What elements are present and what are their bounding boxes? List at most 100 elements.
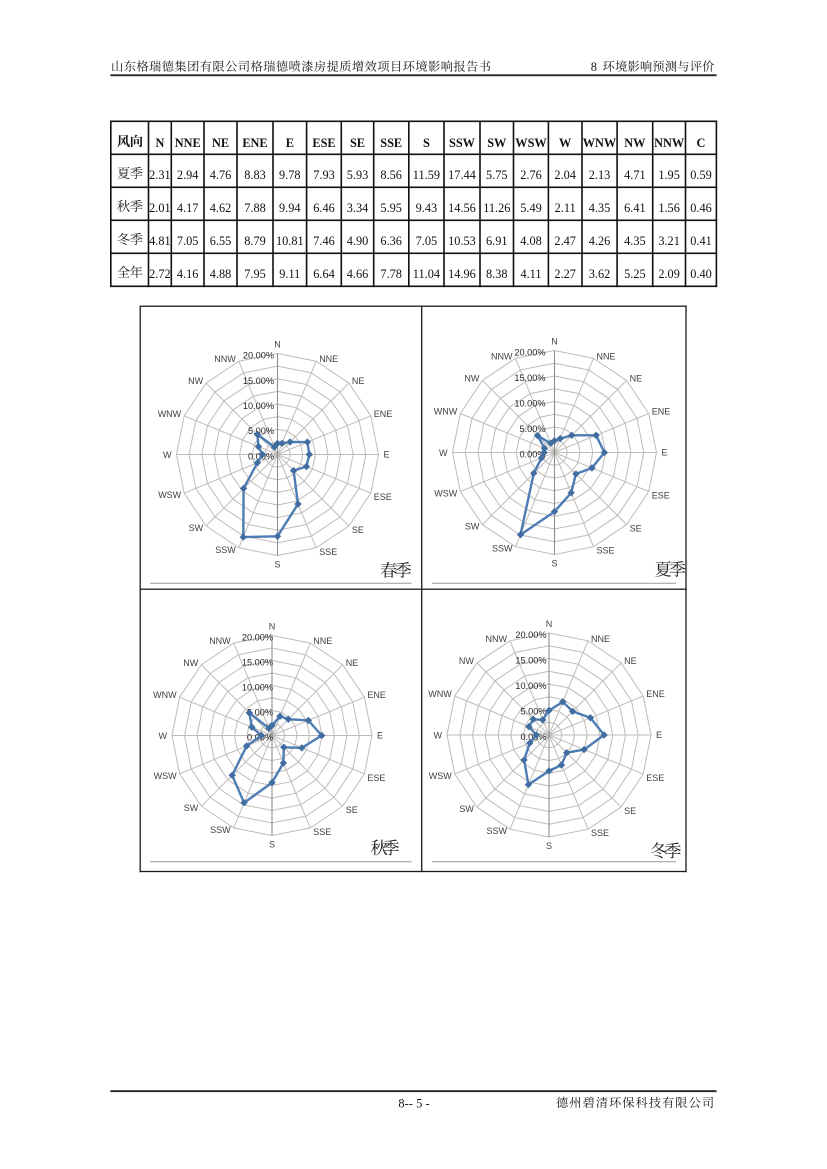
- svg-text:NNE: NNE: [591, 634, 610, 644]
- svg-text:7.78: 7.78: [380, 267, 402, 281]
- svg-text:8.79: 8.79: [244, 234, 266, 248]
- svg-text:NW: NW: [459, 656, 474, 666]
- svg-text:NNE: NNE: [175, 136, 201, 150]
- svg-text:0.40: 0.40: [690, 267, 712, 281]
- svg-text:ENE: ENE: [367, 690, 386, 700]
- svg-text:NNW: NNW: [209, 636, 231, 646]
- svg-text:2.76: 2.76: [520, 168, 542, 182]
- svg-text:SW: SW: [459, 804, 474, 814]
- svg-text:ENE: ENE: [652, 407, 671, 417]
- svg-text:3.21: 3.21: [658, 234, 680, 248]
- svg-text:WNW: WNW: [158, 409, 182, 419]
- svg-text:E: E: [384, 450, 390, 460]
- svg-text:5.25: 5.25: [624, 267, 646, 281]
- svg-text:4.35: 4.35: [624, 234, 646, 248]
- svg-text:3.62: 3.62: [589, 267, 611, 281]
- svg-text:SSE: SSE: [319, 547, 337, 557]
- svg-text:ESE: ESE: [312, 136, 335, 150]
- svg-text:8: 8: [591, 60, 597, 74]
- svg-text:SE: SE: [352, 525, 364, 535]
- svg-text:0.00%: 0.00%: [519, 450, 545, 460]
- svg-text:SE: SE: [624, 806, 636, 816]
- svg-text:4.08: 4.08: [520, 234, 542, 248]
- svg-text:ESE: ESE: [374, 492, 392, 502]
- svg-text:SSW: SSW: [486, 826, 507, 836]
- svg-text:SSW: SSW: [492, 544, 513, 554]
- svg-text:9.43: 9.43: [416, 201, 438, 215]
- svg-text:5.49: 5.49: [520, 201, 542, 215]
- svg-text:N: N: [155, 136, 164, 150]
- svg-text:6.46: 6.46: [313, 201, 335, 215]
- svg-text:5.00%: 5.00%: [248, 426, 274, 436]
- svg-text:5.93: 5.93: [347, 168, 369, 182]
- svg-text:S: S: [551, 559, 557, 569]
- svg-text:5.00%: 5.00%: [519, 424, 545, 434]
- svg-text:E: E: [656, 730, 662, 740]
- svg-text:10.81: 10.81: [276, 234, 304, 248]
- svg-text:NE: NE: [630, 373, 643, 383]
- svg-text:10.00%: 10.00%: [243, 401, 274, 411]
- svg-text:WSW: WSW: [429, 771, 452, 781]
- svg-text:NE: NE: [346, 658, 359, 668]
- svg-text:S: S: [423, 136, 430, 150]
- svg-text:SW: SW: [189, 523, 204, 533]
- svg-text:15.00%: 15.00%: [515, 656, 546, 666]
- svg-text:2.11: 2.11: [555, 201, 576, 215]
- svg-text:WNW: WNW: [153, 690, 177, 700]
- svg-text:ESE: ESE: [646, 773, 664, 783]
- svg-text:8.83: 8.83: [244, 168, 266, 182]
- svg-text:14.56: 14.56: [448, 201, 476, 215]
- svg-text:SE: SE: [350, 136, 365, 150]
- svg-text:W: W: [434, 731, 443, 741]
- svg-text:7.88: 7.88: [244, 201, 266, 215]
- svg-text:NW: NW: [464, 373, 479, 383]
- svg-text:S: S: [546, 841, 552, 851]
- svg-text:20.00%: 20.00%: [515, 630, 546, 640]
- svg-text:5.75: 5.75: [486, 168, 508, 182]
- svg-text:ENE: ENE: [242, 136, 267, 150]
- svg-text:6.64: 6.64: [313, 267, 335, 281]
- svg-text:E: E: [377, 731, 383, 741]
- svg-text:14.96: 14.96: [448, 267, 476, 281]
- svg-text:W: W: [559, 136, 572, 150]
- svg-text:NW: NW: [183, 658, 198, 668]
- svg-text:5.95: 5.95: [380, 201, 402, 215]
- svg-text:WSW: WSW: [434, 489, 457, 499]
- svg-text:4.88: 4.88: [210, 267, 232, 281]
- svg-text:ENE: ENE: [374, 409, 393, 419]
- svg-text:SW: SW: [465, 522, 480, 532]
- svg-text:SSE: SSE: [313, 827, 331, 837]
- svg-text:7.95: 7.95: [244, 267, 266, 281]
- svg-text:10.00%: 10.00%: [242, 683, 273, 693]
- svg-text:6.36: 6.36: [380, 234, 402, 248]
- svg-text:ESE: ESE: [652, 491, 670, 501]
- svg-text:E: E: [286, 136, 294, 150]
- svg-text:6.41: 6.41: [624, 201, 646, 215]
- svg-text:SW: SW: [184, 803, 199, 813]
- svg-text:7.05: 7.05: [177, 234, 199, 248]
- svg-text:10.00%: 10.00%: [514, 399, 545, 409]
- svg-text:3.34: 3.34: [347, 201, 369, 215]
- svg-text:2.31: 2.31: [149, 168, 171, 182]
- svg-text:20.00%: 20.00%: [242, 633, 273, 643]
- svg-text:WNW: WNW: [583, 136, 617, 150]
- svg-text:SSE: SSE: [591, 828, 609, 838]
- svg-text:NNE: NNE: [597, 351, 616, 361]
- svg-text:NE: NE: [624, 656, 637, 666]
- svg-text:W: W: [163, 450, 172, 460]
- svg-text:9.78: 9.78: [279, 168, 301, 182]
- svg-text:2.13: 2.13: [589, 168, 611, 182]
- svg-text:11.04: 11.04: [413, 267, 440, 281]
- svg-text:N: N: [551, 337, 558, 347]
- svg-text:NW: NW: [624, 136, 646, 150]
- svg-text:E: E: [662, 448, 668, 458]
- svg-text:NW: NW: [188, 376, 203, 386]
- svg-text:1.56: 1.56: [658, 201, 680, 215]
- svg-text:4.81: 4.81: [149, 234, 171, 248]
- svg-text:NNW: NNW: [214, 354, 236, 364]
- svg-text:6.91: 6.91: [486, 234, 508, 248]
- svg-text:8.56: 8.56: [380, 168, 402, 182]
- svg-text:N: N: [274, 340, 281, 350]
- svg-text:SSW: SSW: [449, 136, 476, 150]
- svg-text:N: N: [546, 619, 553, 629]
